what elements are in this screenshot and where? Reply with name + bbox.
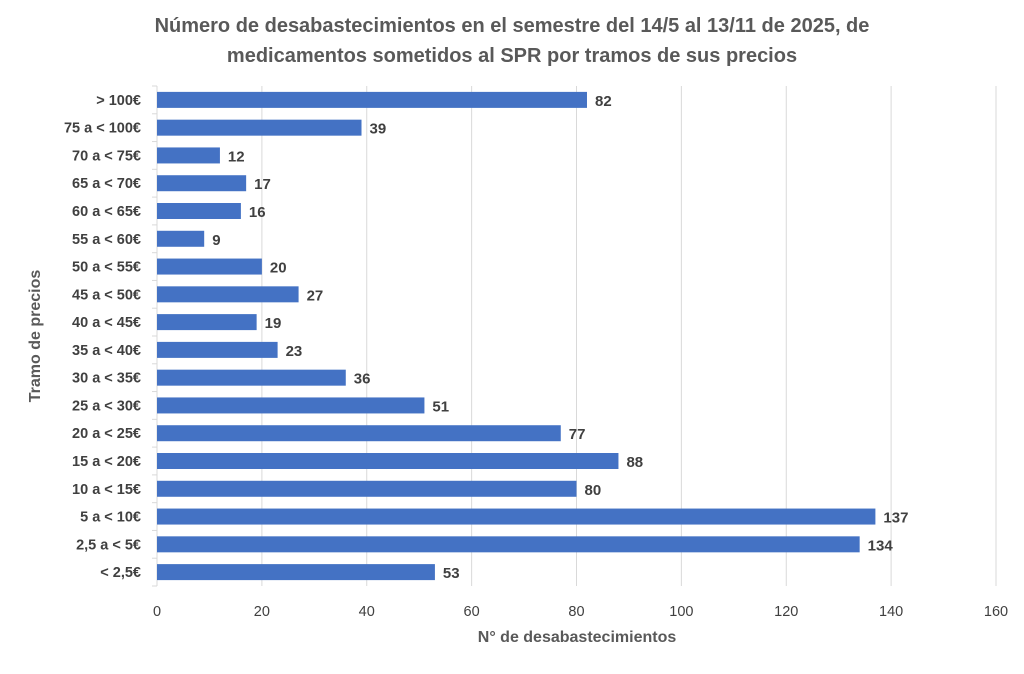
bar [157, 369, 346, 386]
bar [157, 203, 241, 219]
category-label: 20 a < 25€ [72, 426, 141, 442]
category-label: 35 a < 40€ [72, 343, 141, 359]
chart-title-line-2: medicamentos sometidos al SPR por tramos… [227, 45, 797, 67]
category-label: 25 a < 30€ [72, 398, 141, 414]
category-label: 5 a < 10€ [80, 510, 141, 526]
category-label: 2,5 a < 5€ [76, 537, 141, 553]
bar [157, 119, 362, 136]
data-label: 12 [228, 148, 245, 165]
bar [157, 536, 860, 553]
category-label: 60 a < 65€ [72, 204, 141, 220]
x-tick-label: 20 [254, 604, 270, 620]
category-label: 55 a < 60€ [72, 232, 141, 248]
bar [157, 314, 257, 331]
data-label: 82 [595, 93, 612, 110]
x-tick-label: 80 [568, 604, 584, 620]
category-label: 15 a < 20€ [72, 454, 141, 470]
category-label: 40 a < 45€ [72, 315, 141, 331]
category-label: 70 a < 75€ [72, 148, 141, 164]
bar [157, 453, 619, 469]
chart-title-line-1: Número de desabastecimientos en el semes… [155, 15, 870, 37]
bar [157, 397, 425, 414]
data-label: 36 [354, 371, 371, 388]
data-label: 23 [286, 343, 303, 360]
data-label: 77 [569, 426, 586, 443]
data-label: 9 [212, 232, 220, 249]
bar [157, 230, 205, 247]
category-label: 45 a < 50€ [72, 287, 141, 303]
data-label: 17 [254, 176, 271, 193]
x-tick-label: 160 [984, 604, 1008, 620]
x-tick-label: 60 [464, 604, 480, 620]
bar [157, 508, 876, 525]
x-tick-label: 100 [669, 604, 693, 620]
data-label: 80 [585, 482, 602, 499]
bar [157, 286, 299, 303]
data-label: 51 [432, 398, 449, 415]
x-tick-label: 120 [774, 604, 798, 620]
bar [157, 341, 278, 358]
x-axis-title: N° de desabastecimientos [478, 629, 677, 646]
y-axis-title: Tramo de precios [27, 270, 44, 403]
bar [157, 480, 577, 497]
bar [157, 91, 587, 108]
bar [157, 147, 220, 164]
x-tick-label: 40 [359, 604, 375, 620]
bar [157, 564, 435, 581]
x-tick-label: 0 [153, 604, 161, 620]
data-label: 137 [883, 510, 908, 527]
data-label: 27 [307, 287, 324, 304]
data-label: 88 [626, 454, 643, 471]
bar [157, 175, 247, 192]
data-label: 19 [265, 315, 282, 332]
category-label: 50 a < 55€ [72, 260, 141, 276]
category-label: < 2,5€ [100, 565, 141, 581]
bar [157, 425, 561, 442]
category-label: 30 a < 35€ [72, 371, 141, 387]
category-label: 75 a < 100€ [64, 121, 141, 137]
data-label: 16 [249, 204, 266, 221]
data-label: 20 [270, 260, 287, 277]
data-label: 39 [370, 121, 387, 138]
category-label: 10 a < 15€ [72, 482, 141, 498]
category-label: 65 a < 70€ [72, 176, 141, 192]
category-label: > 100€ [96, 93, 141, 109]
data-label: 53 [443, 565, 460, 582]
x-tick-label: 140 [879, 604, 903, 620]
bar [157, 258, 262, 275]
data-label: 134 [868, 537, 894, 554]
